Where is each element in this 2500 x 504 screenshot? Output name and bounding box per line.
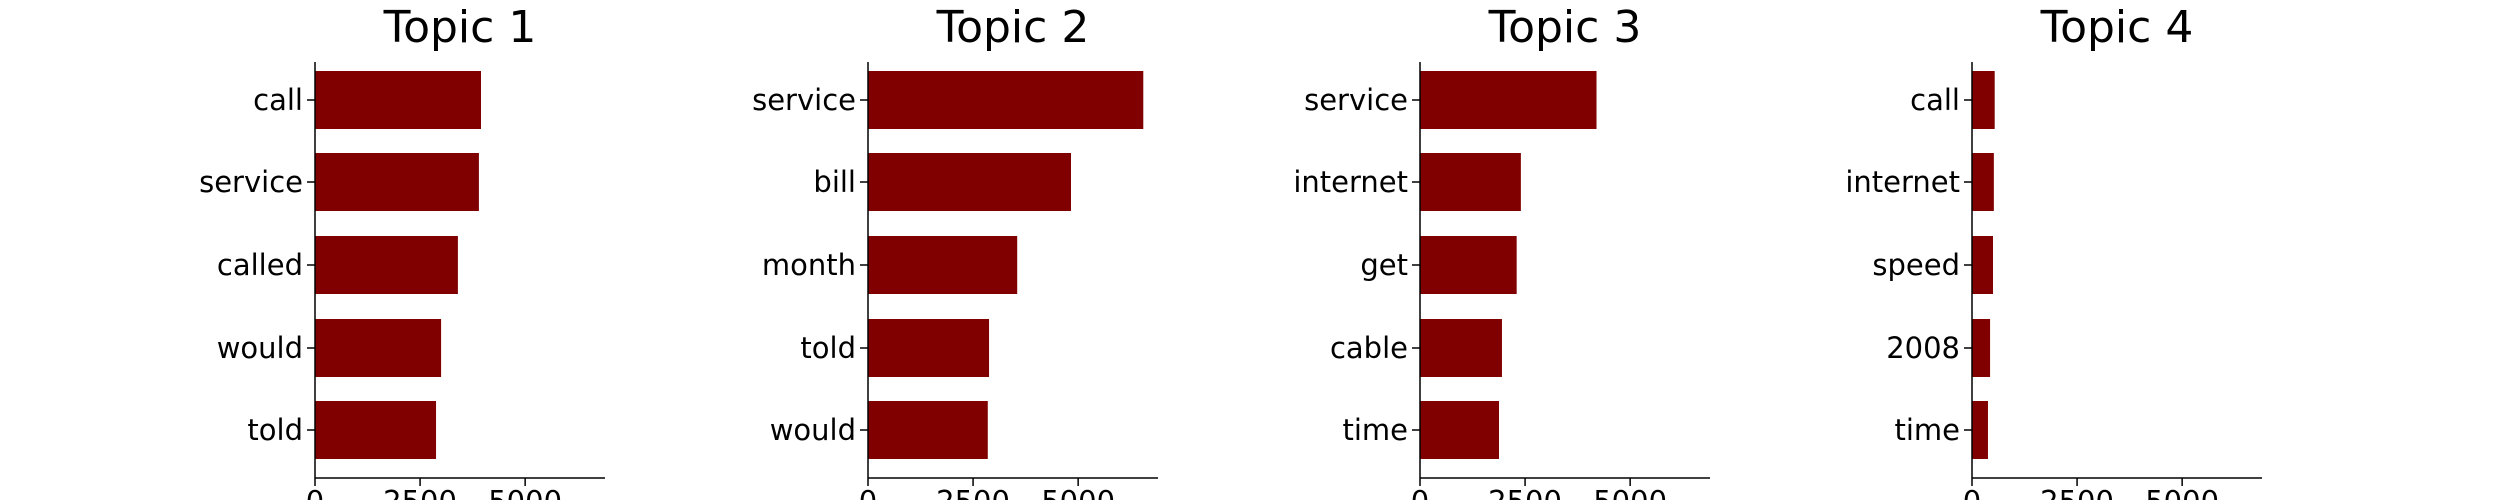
bar-get bbox=[1420, 236, 1517, 294]
category-label: get bbox=[1360, 248, 1408, 282]
category-label: cable bbox=[1330, 331, 1408, 365]
x-tick-label: 2500 bbox=[2040, 485, 2114, 500]
bar-would bbox=[315, 319, 442, 377]
category-label: service bbox=[752, 83, 856, 117]
bar-internet bbox=[1420, 153, 1521, 211]
subplot-4: Topic 4 call internet speed 2008 time 0 2500 500… bbox=[1845, 2, 2262, 504]
x-tick-label: 2500 bbox=[936, 485, 1010, 500]
x-tick-label: 2500 bbox=[1488, 485, 1562, 500]
category-label: 2008 bbox=[1886, 331, 1960, 365]
bar-cable bbox=[1420, 319, 1502, 377]
bar-time bbox=[1972, 401, 1988, 459]
category-label: told bbox=[247, 413, 303, 447]
x-tick-label: 5000 bbox=[1041, 485, 1115, 500]
bar-call bbox=[1972, 71, 1995, 129]
category-label: service bbox=[1304, 83, 1408, 117]
chart-title: Topic 4 bbox=[2040, 2, 2194, 53]
category-label: called bbox=[217, 248, 303, 282]
bar-2008 bbox=[1972, 319, 1991, 377]
bar-would bbox=[868, 401, 988, 459]
category-label: internet bbox=[1293, 165, 1408, 199]
bar-service bbox=[868, 71, 1144, 129]
x-tick-label: 5000 bbox=[1593, 485, 1667, 500]
chart-title: Topic 1 bbox=[383, 2, 537, 53]
chart-title: Topic 3 bbox=[1488, 2, 1642, 53]
bar-bill bbox=[868, 153, 1071, 211]
bar-month bbox=[868, 236, 1018, 294]
category-label: service bbox=[199, 165, 303, 199]
bar-called bbox=[315, 236, 458, 294]
category-label: would bbox=[770, 413, 856, 447]
x-tick-label: 5000 bbox=[488, 485, 562, 500]
x-tick-label: 0 bbox=[306, 485, 324, 500]
category-label: time bbox=[1342, 413, 1408, 447]
x-tick-label: 0 bbox=[1963, 485, 1981, 500]
bar-told bbox=[868, 319, 990, 377]
x-tick-label: 0 bbox=[859, 485, 877, 500]
category-label: would bbox=[217, 331, 303, 365]
bar-time bbox=[1420, 401, 1500, 459]
category-label: call bbox=[253, 83, 303, 117]
category-label: bill bbox=[813, 165, 856, 199]
category-label: internet bbox=[1845, 165, 1960, 199]
x-tick-label: 0 bbox=[1411, 485, 1429, 500]
bar-internet bbox=[1972, 153, 1994, 211]
bar-service bbox=[315, 153, 479, 211]
category-label: time bbox=[1894, 413, 1960, 447]
subplot-2: Topic 2 service bill month told would 0 2500 500… bbox=[752, 2, 1158, 504]
subplot-1: Topic 1 call service called would told 0 2500 50… bbox=[199, 2, 605, 504]
bar-told bbox=[315, 401, 437, 459]
category-label: told bbox=[800, 331, 856, 365]
subplot-3: Topic 3 service internet get cable time 0 2500 5… bbox=[1293, 2, 1710, 504]
bar-call bbox=[315, 71, 482, 129]
bar-speed bbox=[1972, 236, 1994, 294]
category-label: month bbox=[762, 248, 856, 282]
bar-service bbox=[1420, 71, 1597, 129]
category-label: call bbox=[1910, 83, 1960, 117]
chart-title: Topic 2 bbox=[936, 2, 1090, 53]
x-tick-label: 5000 bbox=[2145, 485, 2219, 500]
category-label: speed bbox=[1872, 248, 1960, 282]
x-tick-label: 2500 bbox=[383, 485, 457, 500]
